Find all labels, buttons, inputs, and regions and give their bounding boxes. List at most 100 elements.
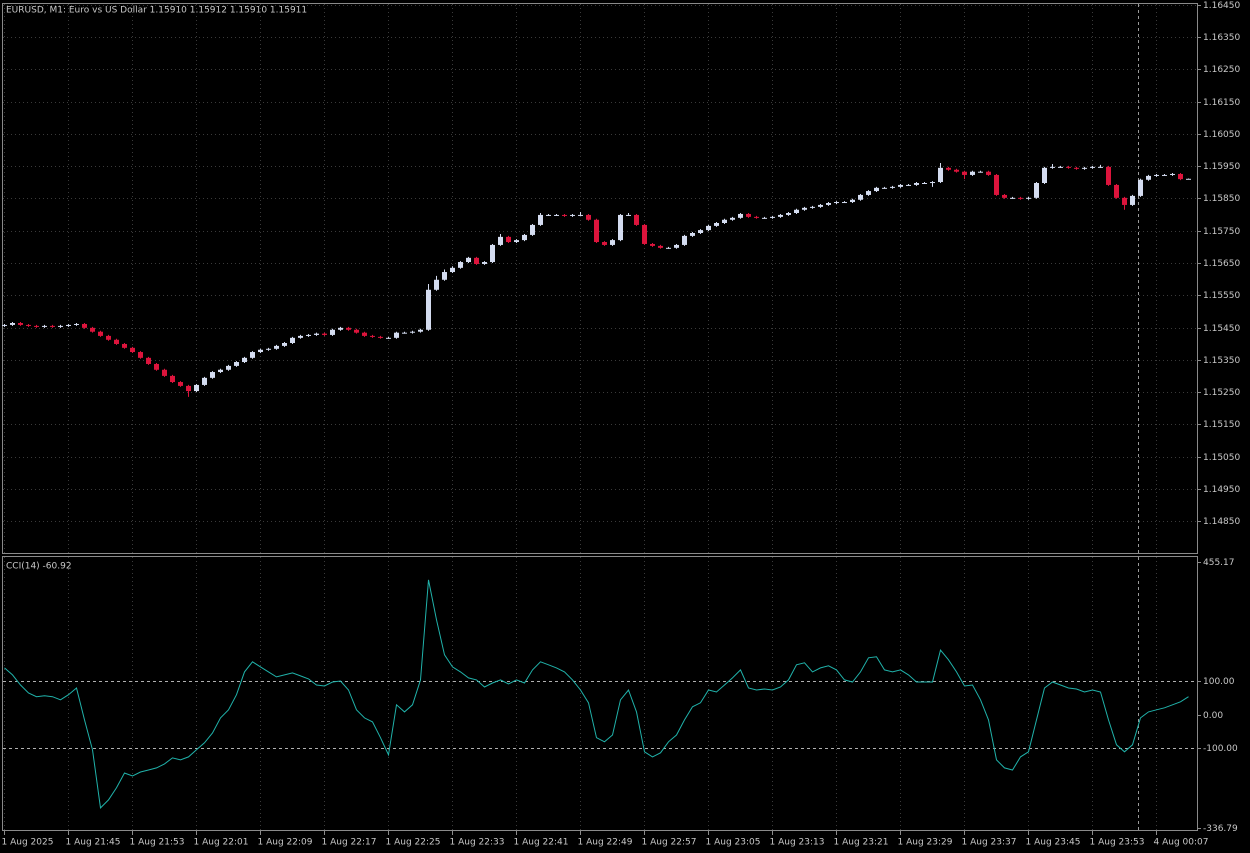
candle-body	[90, 327, 95, 332]
candle-body	[298, 335, 303, 338]
candle-body	[10, 323, 15, 325]
candle-body	[466, 257, 471, 263]
candle-body	[1114, 184, 1119, 198]
candle-body	[810, 206, 815, 208]
candle-body	[690, 233, 695, 236]
candle-body	[970, 171, 975, 175]
candle-body	[834, 202, 839, 204]
candle-body	[122, 343, 127, 348]
candle-body	[274, 345, 279, 349]
x-tick-label: 4 Aug 00:07	[1154, 838, 1209, 848]
candle-body	[402, 332, 407, 334]
candle-body	[586, 214, 591, 220]
candle-body	[666, 247, 671, 249]
candle-body	[1034, 183, 1039, 198]
candle-body	[978, 171, 983, 173]
candle-body	[874, 187, 879, 192]
candle-body	[426, 289, 431, 330]
candle-body	[26, 324, 31, 326]
candle-body	[218, 369, 223, 373]
candle-body	[930, 182, 935, 184]
candle-body	[346, 327, 351, 330]
candle-body	[250, 352, 255, 358]
candle-body	[226, 365, 231, 370]
candle-body	[386, 337, 391, 339]
candle-body	[210, 372, 215, 378]
candle-body	[522, 234, 527, 241]
candle-body	[826, 203, 831, 205]
candle-body	[1162, 174, 1167, 176]
candle-body	[1186, 178, 1191, 180]
candle-body	[498, 236, 503, 245]
candle-body	[698, 230, 703, 233]
candle-body	[714, 223, 719, 226]
y-tick-label: 1.15050	[1203, 453, 1240, 463]
candle-body	[146, 357, 151, 364]
y-tick-label: 1.15550	[1203, 291, 1240, 301]
candle-body	[938, 167, 943, 183]
y-tick-label: -100.00	[1203, 744, 1238, 754]
cci-line	[4, 579, 1189, 809]
indicator-panel-frame	[2, 556, 1198, 831]
y-tick-label: 1.16050	[1203, 130, 1240, 140]
candle-body	[562, 214, 567, 216]
candle-body	[258, 349, 263, 353]
x-tick-label: 1 Aug 23:53	[1090, 838, 1145, 848]
candle-body	[626, 214, 631, 216]
candle-body	[578, 214, 583, 216]
candle-body	[322, 333, 327, 335]
candle-body	[730, 217, 735, 220]
y-tick-label: 1.16250	[1203, 65, 1240, 75]
candle-body	[282, 343, 287, 346]
x-tick-label: 1 Aug 21:53	[130, 838, 185, 848]
candle-body	[762, 217, 767, 219]
candle-body	[1082, 167, 1087, 169]
candle-body	[738, 213, 743, 218]
x-tick-label: 1 Aug 23:45	[1026, 838, 1081, 848]
candle-body	[1074, 167, 1079, 169]
candle-body	[50, 325, 55, 327]
candle-body	[194, 384, 199, 392]
candle-body	[986, 171, 991, 175]
candle-body	[514, 240, 519, 243]
x-tick-label: 1 Aug 22:01	[194, 838, 249, 848]
candle-body	[154, 363, 159, 370]
candle-body	[778, 214, 783, 217]
candle-body	[490, 244, 495, 263]
y-tick-label: 455.17	[1203, 558, 1235, 568]
candle-body	[866, 191, 871, 195]
candle-body	[42, 325, 47, 327]
candle-body	[602, 242, 607, 245]
candle-body	[674, 244, 679, 248]
candle-body	[234, 362, 239, 366]
candle-body	[458, 262, 463, 268]
candle-body	[82, 323, 87, 328]
candle-body	[794, 209, 799, 213]
candle-body	[642, 224, 647, 244]
x-tick-label: 1 Aug 23:29	[898, 838, 953, 848]
candle-body	[314, 333, 319, 335]
candle-body	[754, 216, 759, 218]
candle-body	[906, 184, 911, 186]
candle-body	[58, 325, 63, 327]
x-tick-label: 1 Aug 22:41	[514, 838, 569, 848]
candle-body	[882, 187, 887, 189]
candle-body	[394, 332, 399, 338]
candle-body	[162, 369, 167, 376]
candle-body	[242, 357, 247, 363]
candle-body	[570, 214, 575, 216]
candle-body	[1154, 174, 1159, 176]
candle-body	[618, 214, 623, 241]
candle-body	[74, 323, 79, 325]
candle-body	[858, 194, 863, 200]
candle-body	[658, 245, 663, 248]
candle-body	[1098, 166, 1103, 168]
x-tick-label: 1 Aug 23:37	[962, 838, 1017, 848]
candle-body	[66, 324, 71, 326]
candle-body	[1010, 197, 1015, 199]
candle-body	[706, 225, 711, 231]
candle-body	[474, 257, 479, 264]
candle-body	[114, 339, 119, 344]
candle-body	[306, 334, 311, 336]
candle-body	[1050, 166, 1055, 168]
